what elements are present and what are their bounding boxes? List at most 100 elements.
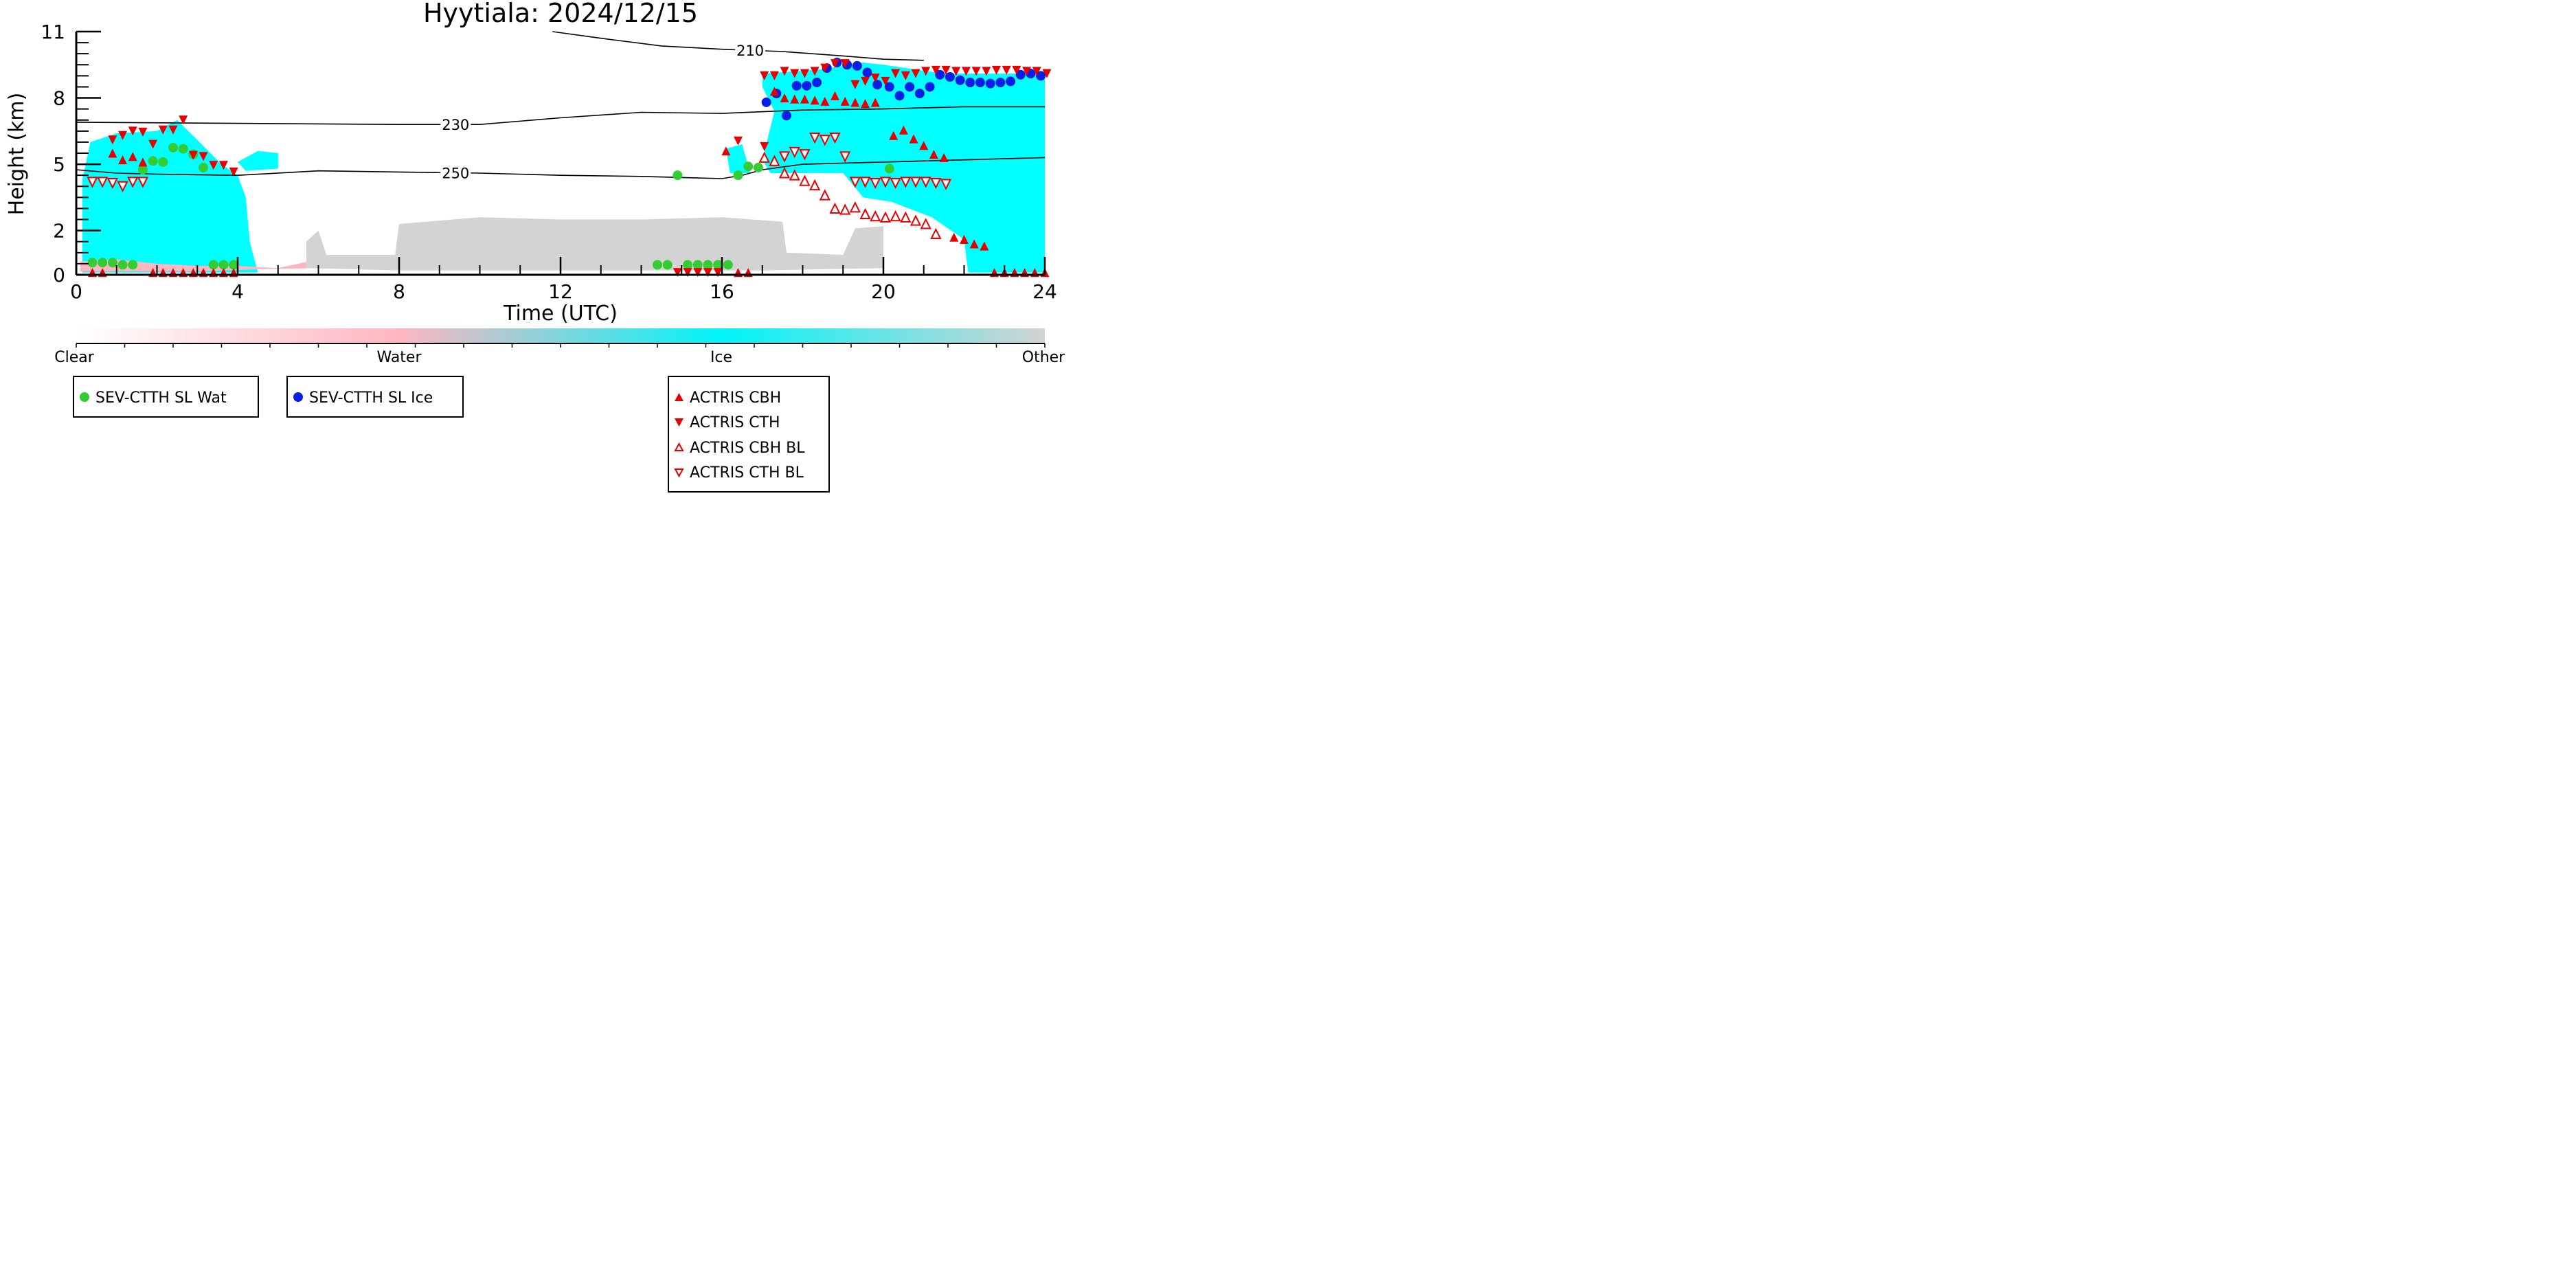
marker-actris-cth xyxy=(870,74,880,83)
marker-sev-ctth-sl-ice xyxy=(862,67,872,78)
marker-actris-cbh-bl xyxy=(900,211,912,223)
marker-actris-cth xyxy=(881,76,890,86)
legend-box xyxy=(668,376,830,493)
marker-actris-cth-bl xyxy=(819,135,831,146)
colorbar-label-water: Water xyxy=(376,349,422,366)
marker-actris-cbh-bl xyxy=(829,202,841,214)
contour-label-bg xyxy=(440,115,471,134)
marker-actris-cbh xyxy=(831,91,839,100)
marker-actris-cbh-bl xyxy=(909,214,922,226)
marker-actris-cbh xyxy=(128,152,137,161)
filled-triangle-up-icon xyxy=(675,393,683,401)
marker-actris-cth xyxy=(769,71,779,80)
x-tick-label: 16 xyxy=(710,280,734,303)
marker-sev-ctth-sl-wat xyxy=(673,170,683,181)
marker-actris-cth-bl xyxy=(890,177,901,190)
marker-actris-cth xyxy=(790,69,800,78)
marker-actris-cbh xyxy=(810,95,820,105)
marker-actris-cbh-bl xyxy=(849,201,861,213)
marker-actris-cbh xyxy=(800,94,809,104)
marker-actris-cth xyxy=(831,59,839,69)
marker-actris-cth xyxy=(138,127,148,137)
plot-axes: 0 2 5 8 11 0 4 8 12 16 20 24 xyxy=(41,21,1057,303)
marker-sev-ctth-sl-ice xyxy=(1015,69,1026,80)
marker-actris-cth xyxy=(992,65,1001,75)
legend-actris: ACTRIS CBH ACTRIS CTH ACTRIS CBH BL ACTR… xyxy=(668,376,830,493)
y-tick-label: 5 xyxy=(53,153,65,176)
y-tick-label: 2 xyxy=(53,220,65,242)
chart-title: Hyytiala: 2024/12/15 xyxy=(423,0,698,28)
marker-actris-cbh xyxy=(769,87,779,96)
marker-actris-cth xyxy=(693,268,703,278)
marker-actris-cbh xyxy=(919,141,929,150)
contour-line-250 xyxy=(76,157,1045,179)
marker-actris-cbh-bl xyxy=(930,227,942,239)
marker-sev-ctth-sl-ice xyxy=(872,80,883,90)
marker-sev-ctth-sl-wat xyxy=(884,163,894,174)
marker-actris-cbh-bl xyxy=(799,174,811,186)
marker-actris-cbh xyxy=(969,239,979,249)
y-tick-label: 11 xyxy=(41,21,65,43)
legend-box xyxy=(73,376,259,418)
marker-actris-cth xyxy=(931,65,940,75)
filled-triangle-down-icon xyxy=(675,418,683,427)
marker-actris-cth xyxy=(108,135,117,145)
marker-sev-ctth-sl-wat xyxy=(713,260,723,270)
marker-actris-cth-bl xyxy=(909,177,922,188)
marker-actris-cth xyxy=(891,69,901,78)
x-tick-label: 8 xyxy=(393,280,405,303)
x-axis-label: Time (UTC) xyxy=(503,302,618,326)
marker-actris-cth xyxy=(673,268,682,278)
marker-actris-cth xyxy=(128,126,137,136)
contour-label-230: 230 xyxy=(442,117,469,133)
marker-actris-cth-bl xyxy=(117,181,128,193)
marker-actris-cbh-bl xyxy=(839,203,851,215)
marker-actris-cth-bl xyxy=(859,177,871,188)
marker-sev-ctth-sl-ice xyxy=(975,78,985,88)
marker-sev-ctth-sl-wat xyxy=(178,144,188,154)
marker-sev-ctth-sl-ice xyxy=(894,91,905,101)
marker-actris-cbh xyxy=(721,146,731,156)
marker-actris-cbh xyxy=(861,99,870,109)
x-tick-label: 12 xyxy=(548,280,573,303)
marker-sev-ctth-sl-ice xyxy=(791,80,802,91)
marker-actris-cbh xyxy=(980,241,989,251)
marker-actris-cth xyxy=(850,80,860,89)
marker-actris-cth xyxy=(158,125,168,135)
marker-sev-ctth-sl-ice xyxy=(782,111,791,121)
marker-actris-cth-bl xyxy=(829,132,841,144)
marker-actris-cbh xyxy=(960,235,969,245)
phase-colorbar: Clear Water Ice Other xyxy=(54,328,1065,366)
marker-actris-cth-bl xyxy=(789,146,800,159)
marker-actris-cth xyxy=(921,67,931,76)
marker-actris-cth xyxy=(760,71,769,80)
contour-label-250: 250 xyxy=(442,165,469,181)
marker-actris-cth xyxy=(971,67,981,76)
marker-actris-cth-bl xyxy=(900,177,912,188)
marker-actris-cth-bl xyxy=(97,177,109,188)
marker-actris-cth xyxy=(810,67,820,76)
marker-actris-cth-bl xyxy=(137,177,149,188)
marker-actris-cth xyxy=(1032,67,1041,76)
marker-actris-cbh xyxy=(820,96,830,106)
marker-sev-ctth-sl-wat xyxy=(168,142,178,152)
phase-region-ice xyxy=(238,150,278,171)
phase-region-water xyxy=(80,259,379,272)
marker-actris-cth xyxy=(941,65,951,75)
legend-label: ACTRIS CBH BL xyxy=(690,440,805,457)
marker-actris-cth xyxy=(199,152,208,161)
x-tick-label: 20 xyxy=(871,280,896,303)
colorbar-label-other: Other xyxy=(1022,349,1065,366)
marker-sev-ctth-sl-wat xyxy=(703,260,713,270)
marker-sev-ctth-sl-wat xyxy=(218,260,229,270)
marker-actris-cth xyxy=(229,167,238,177)
marker-sev-ctth-sl-wat xyxy=(107,258,117,268)
marker-sev-ctth-sl-ice xyxy=(761,97,771,107)
marker-sev-ctth-sl-wat xyxy=(229,260,239,270)
marker-actris-cbh-bl xyxy=(758,151,770,163)
marker-actris-cbh xyxy=(780,93,789,103)
marker-actris-cth xyxy=(179,115,188,125)
contour-label-bg xyxy=(440,163,471,182)
marker-actris-cth xyxy=(951,67,961,76)
marker-sev-ctth-sl-ice xyxy=(985,78,995,89)
